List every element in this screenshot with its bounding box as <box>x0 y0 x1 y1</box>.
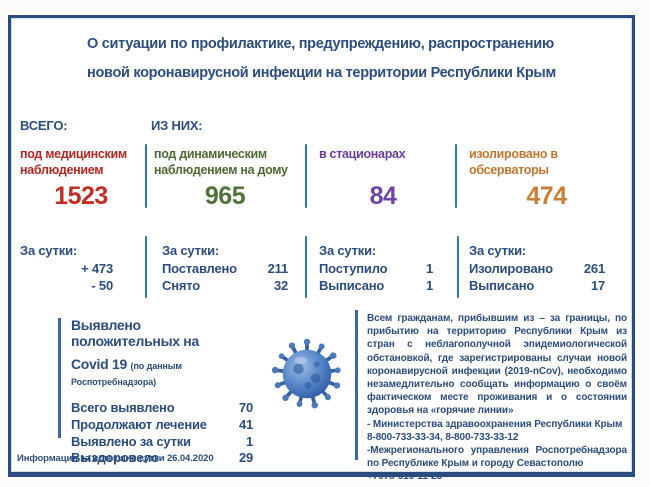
coronavirus-icon <box>269 336 345 412</box>
summary-card-value: 965 <box>204 182 246 210</box>
daily-row-value: 1 <box>425 278 433 293</box>
daily-row-value: 17 <box>590 278 605 293</box>
divider-daily-2 <box>305 236 307 298</box>
covid-row-name: Выздоровело <box>71 450 159 466</box>
daily-row: Изолировано 261 <box>469 260 605 278</box>
daily-card-home: За сутки: Поставлено 211 Снято 32 <box>162 242 288 295</box>
summary-card-value: 84 <box>369 182 397 210</box>
daily-value-plus: + 473 <box>81 260 113 276</box>
daily-row: Снято 32 <box>162 277 288 295</box>
covid-heading-line1: Выявлено положительных на <box>71 317 199 349</box>
summary-card-label: изолировано в обсерваторы <box>469 147 558 177</box>
summary-card-label: в стационарах <box>319 147 406 161</box>
advisory-line-rospotrebnadzor: -Межрегионального управления Роспотребна… <box>367 445 627 470</box>
daily-row-name: Выписано <box>319 278 385 293</box>
covid-row: Выявлено за сутки 1 <box>71 434 253 451</box>
daily-card-total: За сутки: + 473 - 50 <box>20 242 113 295</box>
summary-card-label: под динамическим наблюдением на дому <box>154 147 288 177</box>
daily-card-label: За сутки: <box>162 243 219 258</box>
covid-rows: Всего выявлено 70 Продолжают лечение 41 … <box>71 400 253 467</box>
footer-note: Информация за истекшие сутки 26.04.2020 <box>17 453 214 464</box>
daily-row-value: 1 <box>425 260 433 276</box>
divider-daily-1 <box>145 236 147 298</box>
covid-row-name: Всего выявлено <box>71 400 175 415</box>
daily-row-name: Выписано <box>469 278 535 293</box>
summary-card-value: 474 <box>526 182 567 210</box>
daily-row-name: Поступило <box>319 260 388 276</box>
daily-value-minus: - 50 <box>91 278 113 293</box>
covid-row: Всего выявлено 70 <box>71 400 253 417</box>
infographic-board: О ситуации по профилактике, предупрежден… <box>8 15 635 482</box>
daily-row: Выписано 17 <box>469 277 605 295</box>
covid-heading-source: (по данным Роспотребнадзора) <box>71 361 182 387</box>
divider-daily-3 <box>457 236 459 298</box>
advisory-line-phone: +7978-919-11-23 <box>367 471 442 483</box>
summary-card-home: под динамическим наблюдением на дому 965 <box>154 146 296 211</box>
advisory-paragraph: Всем гражданам, прибывшим из – за границ… <box>367 313 627 417</box>
covid-positives-block: Выявлено положительных на Covid 19 (по д… <box>71 317 253 467</box>
summary-card-hospital: в стационарах 84 <box>319 146 447 211</box>
summary-card-observatory: изолировано в обсерваторы 474 <box>469 146 624 211</box>
covid-row: Продолжают лечение 41 <box>71 417 253 434</box>
daily-card-label: За сутки: <box>319 243 376 258</box>
divider-summary-2 <box>305 144 307 208</box>
page-title: О ситуации по профилактике, предупрежден… <box>87 30 556 88</box>
covid-row-value: 41 <box>238 416 253 432</box>
covid-heading-name: Covid 19 <box>71 356 127 372</box>
covid-row-value: 1 <box>245 433 253 449</box>
advisory-block: Всем гражданам, прибывшим из – за границ… <box>367 312 627 484</box>
covid-row-value: 70 <box>238 400 253 415</box>
daily-row-value: 211 <box>267 260 289 276</box>
divider-advisory <box>355 310 358 460</box>
daily-row-name: Изолировано <box>469 260 553 276</box>
covid-heading-line2: Covid 19 (по данным Роспотребнадзора) <box>71 356 253 388</box>
covid-row-value: 29 <box>238 450 253 466</box>
daily-card-label: За сутки: <box>469 243 526 258</box>
advisory-line-ministry: - Министерства здравоохранения Республик… <box>367 418 623 430</box>
label-of-them: ИЗ НИХ: <box>151 118 203 133</box>
daily-row-name: Поставлено <box>162 260 237 276</box>
daily-row: Поступило 1 <box>319 260 433 278</box>
label-total: ВСЕГО: <box>20 118 68 133</box>
page-title-line2: новой коронавирусной инфекции на террито… <box>87 65 556 81</box>
daily-card-observatory: За сутки: Изолировано 261 Выписано 17 <box>469 242 605 295</box>
advisory-line-hotline-numbers: 8-800-733-33-34, 8-800-733-33-12 <box>367 431 519 443</box>
covid-row: Выздоровело 29 <box>71 450 253 467</box>
summary-card-label: под медицинским наблюдением <box>20 147 127 177</box>
page-title-line1: О ситуации по профилактике, предупрежден… <box>87 36 554 52</box>
daily-row: Выписано 1 <box>319 277 433 295</box>
covid-block-accent-line <box>58 318 61 438</box>
divider-summary-3 <box>455 144 457 208</box>
covid-row-name: Выявлено за сутки <box>71 433 191 449</box>
divider-summary-1 <box>145 144 147 208</box>
daily-row: Поставлено 211 <box>162 260 288 278</box>
daily-row-name: Снято <box>162 278 200 293</box>
daily-card-hospital: За сутки: Поступило 1 Выписано 1 <box>319 242 433 295</box>
covid-row-name: Продолжают лечение <box>71 416 207 432</box>
summary-card-value: 1523 <box>54 182 108 210</box>
daily-row-value: 261 <box>583 260 605 276</box>
daily-card-label: За сутки: <box>20 243 77 258</box>
summary-card-medical: под медицинским наблюдением 1523 <box>20 146 142 211</box>
daily-row-value: 32 <box>273 278 288 293</box>
